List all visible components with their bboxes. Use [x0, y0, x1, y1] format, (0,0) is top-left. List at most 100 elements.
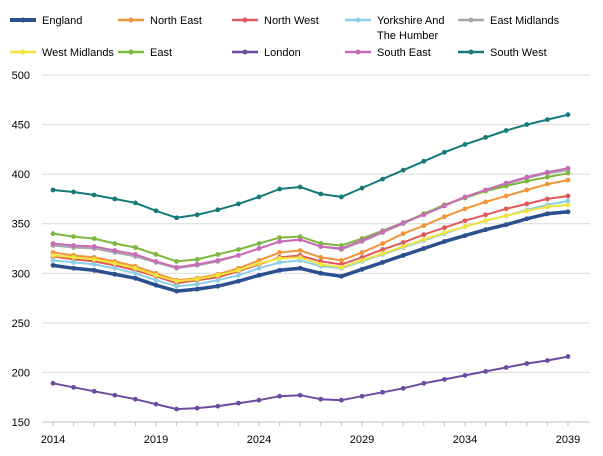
data-point-south-east — [71, 243, 76, 248]
data-point-south-west — [71, 189, 76, 195]
data-point-east — [277, 235, 282, 240]
data-point-north-east — [483, 199, 488, 205]
data-point-west-midlands — [277, 256, 282, 261]
data-point-south-west — [215, 207, 221, 213]
data-point-south-west — [153, 208, 159, 214]
x-tick-label: 2029 — [350, 434, 374, 446]
data-point-east — [215, 252, 221, 257]
data-point-england — [545, 211, 550, 217]
legend-label-south-east: South East — [377, 47, 431, 59]
y-tick-label: 300 — [12, 268, 30, 280]
data-point-england — [153, 282, 159, 288]
data-point-south-east — [153, 258, 159, 264]
data-point-england — [462, 233, 468, 239]
data-point-south-east — [50, 241, 56, 246]
data-point-west-midlands — [380, 251, 385, 256]
data-point-london — [194, 405, 200, 411]
data-point-north-east — [318, 255, 324, 260]
data-point-london — [421, 380, 427, 386]
data-point-south-east — [236, 253, 241, 258]
data-point-south-east — [194, 261, 200, 267]
data-point-north-east — [400, 231, 406, 237]
data-point-south-west — [442, 149, 447, 155]
data-point-england — [503, 222, 509, 228]
data-point-west-midlands — [359, 257, 365, 263]
data-point-east — [545, 174, 550, 180]
data-point-yorkshire-and-the-humber — [133, 270, 138, 276]
series-line-south-west — [52, 113, 569, 219]
data-point-london — [112, 392, 118, 398]
data-point-england — [236, 278, 241, 284]
data-point-east — [236, 247, 241, 252]
data-point-north-east — [545, 181, 550, 187]
data-point-north-east — [524, 187, 530, 193]
data-point-south-west — [277, 186, 282, 192]
data-point-south-east — [339, 246, 344, 251]
data-point-north-east — [462, 206, 468, 212]
data-point-west-midlands — [215, 272, 221, 278]
data-point-east — [133, 245, 138, 250]
data-point-north-east — [359, 250, 365, 255]
data-point-north-west — [524, 201, 530, 207]
data-point-north-east — [297, 248, 303, 253]
data-point-west-midlands — [112, 260, 118, 266]
data-point-north-east — [565, 177, 571, 183]
y-axis: 150 200 250 300 350 400 450 500 — [12, 70, 30, 429]
data-point-south-east — [565, 165, 571, 171]
data-point-england — [194, 286, 200, 292]
data-point-london — [462, 373, 468, 378]
data-point-south-east — [133, 252, 138, 257]
data-point-london — [359, 393, 365, 399]
data-point-england — [565, 209, 571, 215]
data-point-north-west — [462, 218, 468, 224]
series-line-england — [51, 210, 570, 293]
legend-marker-north-east — [128, 17, 134, 23]
data-point-east — [256, 241, 262, 246]
data-point-south-east — [524, 174, 530, 180]
data-point-london — [277, 393, 282, 399]
legend-label-england: England — [42, 15, 82, 27]
data-point-yorkshire-and-the-humber — [50, 257, 56, 263]
data-point-south-west — [400, 167, 406, 173]
data-point-south-west — [112, 196, 118, 202]
data-point-west-midlands — [174, 278, 180, 284]
data-point-east — [71, 234, 76, 240]
legend-label-yorkshire-and-the-humber: Yorkshire And The Humber — [377, 15, 444, 42]
y-tick-label: 450 — [12, 120, 30, 132]
legend-marker-south-west — [468, 49, 474, 55]
data-point-south-east — [503, 180, 509, 186]
data-point-yorkshire-and-the-humber — [91, 261, 97, 267]
data-point-london — [503, 365, 509, 370]
data-point-east — [91, 236, 97, 241]
data-point-west-midlands — [503, 213, 509, 219]
data-point-london — [380, 389, 385, 395]
data-point-yorkshire-and-the-humber — [153, 277, 159, 283]
legend-marker-south-east — [355, 49, 361, 55]
data-point-south-east — [256, 246, 262, 251]
data-point-yorkshire-and-the-humber — [277, 259, 282, 265]
data-point-london — [215, 403, 221, 409]
data-point-england — [174, 288, 180, 294]
data-point-south-west — [462, 142, 468, 147]
x-tick-label: 2019 — [144, 434, 168, 446]
legend-label-north-west: North West — [264, 15, 319, 27]
data-point-london — [50, 380, 56, 386]
data-point-south-west — [339, 194, 344, 200]
data-point-yorkshire-and-the-humber — [194, 281, 200, 287]
data-point-north-west — [503, 206, 509, 212]
data-point-east — [174, 258, 180, 264]
x-tick-label: 2024 — [247, 434, 271, 446]
data-point-england — [524, 216, 530, 222]
legend-marker-north-west — [242, 17, 248, 23]
data-point-west-midlands — [483, 218, 488, 224]
legend-label-north-east: North East — [150, 15, 202, 27]
data-point-east — [194, 257, 200, 262]
data-point-west-midlands — [545, 204, 550, 210]
legend-label-east: East — [150, 47, 172, 59]
data-point-yorkshire-and-the-humber — [215, 277, 221, 283]
data-point-north-east — [442, 214, 447, 220]
data-point-west-midlands — [421, 237, 427, 242]
data-point-north-west — [380, 247, 385, 252]
data-point-south-west — [91, 192, 97, 198]
data-point-south-east — [112, 248, 118, 253]
